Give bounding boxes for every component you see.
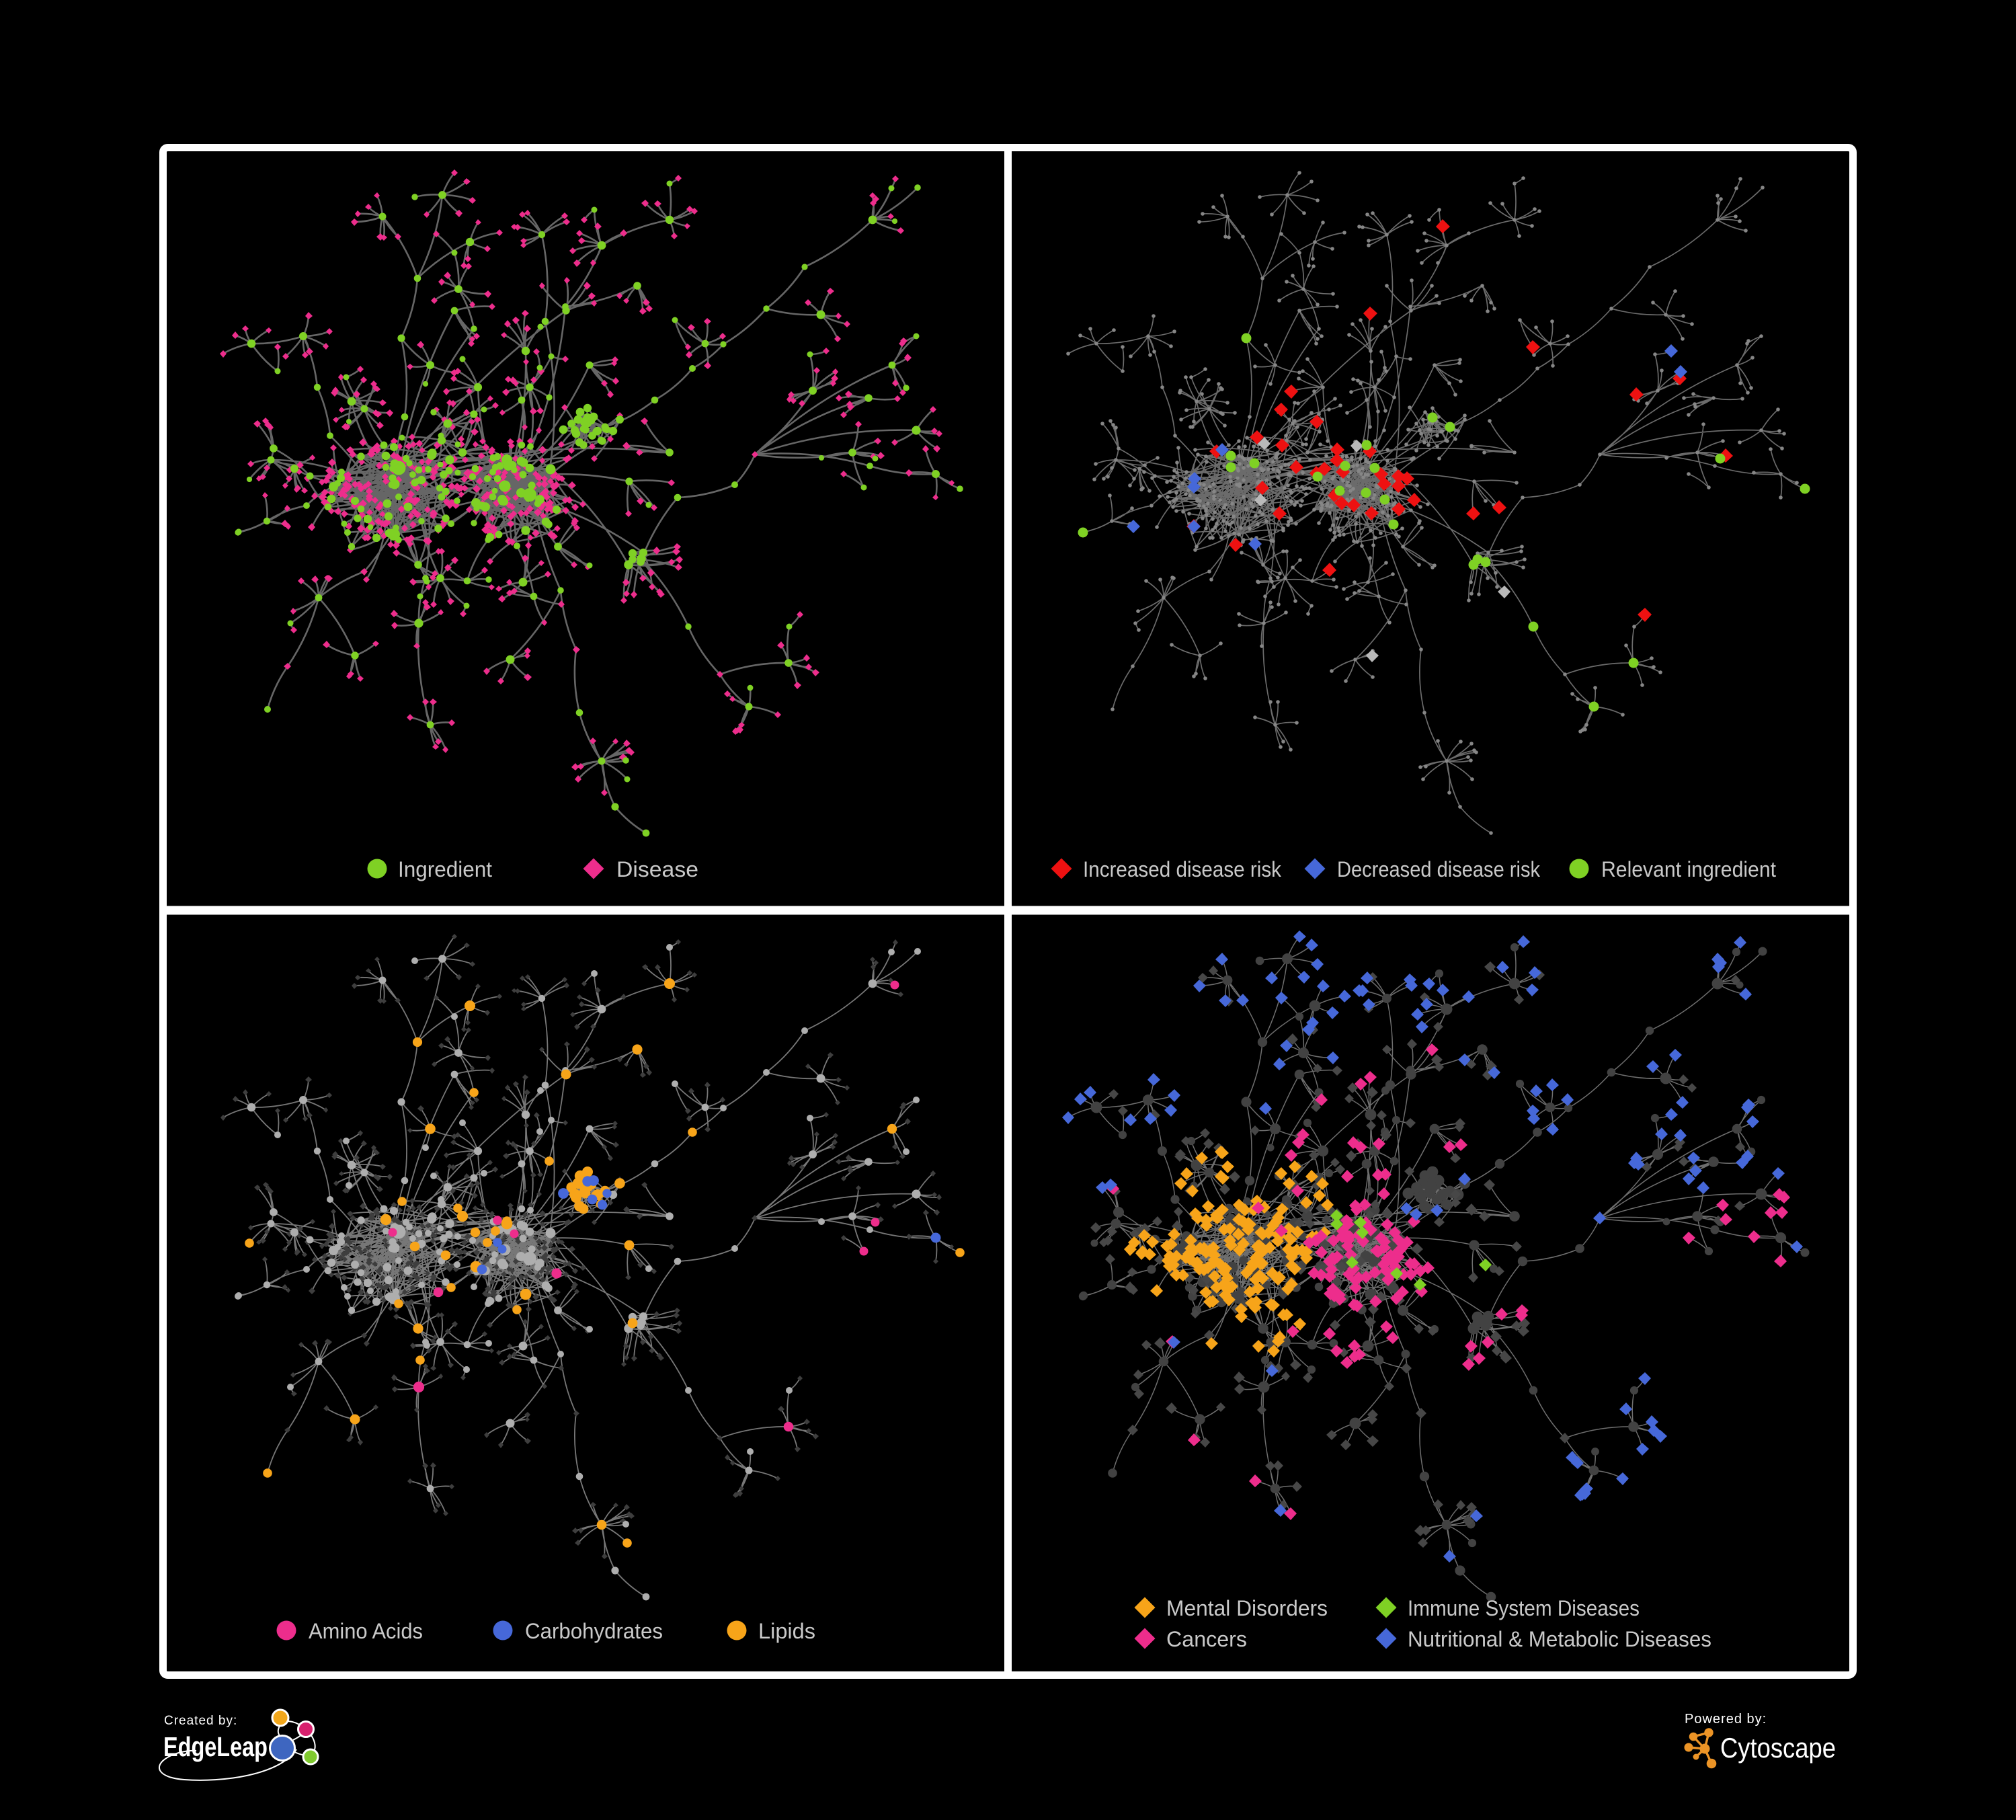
svg-text:Decreased disease risk: Decreased disease risk xyxy=(1337,857,1541,881)
svg-text:Ingredient: Ingredient xyxy=(398,857,492,881)
svg-text:Powered by:: Powered by: xyxy=(1685,1712,1767,1727)
svg-text:Disease: Disease xyxy=(616,857,698,881)
svg-text:Carbohydrates: Carbohydrates xyxy=(525,1619,663,1643)
svg-text:Lipids: Lipids xyxy=(758,1619,815,1643)
svg-text:Cytoscape: Cytoscape xyxy=(1720,1732,1836,1764)
svg-text:Created by:: Created by: xyxy=(164,1714,237,1728)
svg-text:Relevant ingredient: Relevant ingredient xyxy=(1601,857,1776,881)
svg-text:Increased disease risk: Increased disease risk xyxy=(1083,857,1282,881)
svg-text:Amino Acids: Amino Acids xyxy=(309,1619,423,1643)
svg-text:Immune System Diseases: Immune System Diseases xyxy=(1408,1596,1640,1620)
svg-text:EdgeLeap: EdgeLeap xyxy=(163,1731,268,1762)
svg-text:Cancers: Cancers xyxy=(1166,1627,1247,1651)
svg-text:Nutritional & Metabolic Diseas: Nutritional & Metabolic Diseases xyxy=(1408,1627,1711,1651)
svg-text:Mental Disorders: Mental Disorders xyxy=(1166,1596,1328,1620)
